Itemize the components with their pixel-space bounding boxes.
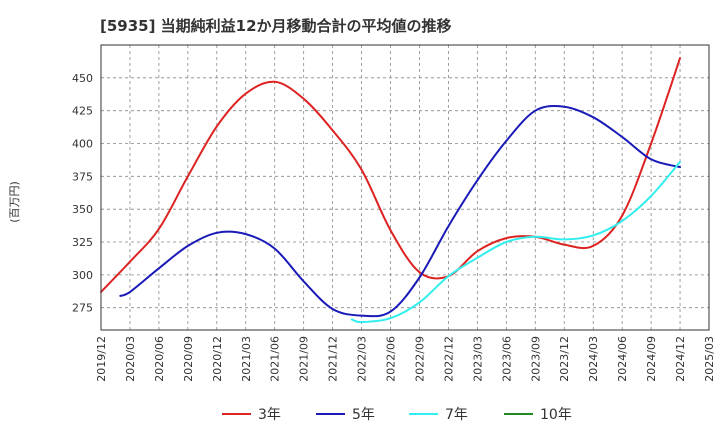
x-tick-label: 2023/12 xyxy=(558,336,571,382)
y-tick-labels: 275 300 325 350 375 400 425 450 xyxy=(72,72,93,315)
x-tick-label: 2022/06 xyxy=(385,336,398,382)
x-tick-label: 2022/09 xyxy=(413,336,426,382)
y-tick-label: 300 xyxy=(72,269,93,282)
series-layer xyxy=(100,57,681,324)
y-tick-label: 375 xyxy=(72,170,93,183)
x-tick-label: 2020/03 xyxy=(124,336,137,382)
x-tick-label: 2024/06 xyxy=(616,336,629,382)
legend-label-2: 7年 xyxy=(445,407,468,423)
series-line-0 xyxy=(100,57,681,293)
y-tick-label: 350 xyxy=(72,203,93,216)
y-tick-label: 325 xyxy=(72,236,93,249)
x-tick-label: 2024/12 xyxy=(674,336,687,382)
x-tick-label: 2021/09 xyxy=(298,336,311,382)
series-line-2 xyxy=(350,160,681,324)
y-tick-label: 425 xyxy=(72,105,93,118)
x-tick-label: 2022/03 xyxy=(356,336,369,382)
x-tick-label: 2024/09 xyxy=(645,336,658,382)
y-axis-label: (百万円) xyxy=(8,181,21,223)
legend-label-3: 10年 xyxy=(540,407,572,423)
x-tick-label: 2023/03 xyxy=(471,336,484,382)
series-line-1 xyxy=(119,104,681,318)
x-tick-label: 2020/06 xyxy=(153,336,166,382)
y-tick-label: 400 xyxy=(72,138,93,151)
x-tick-label: 2022/12 xyxy=(442,336,455,382)
x-tick-label: 2021/03 xyxy=(240,336,253,382)
legend-label-1: 5年 xyxy=(352,407,375,423)
x-tick-labels: 2019/12 2020/03 2020/06 2020/09 2020/12 2021/… xyxy=(95,336,716,382)
x-tick-label: 2021/12 xyxy=(327,336,340,382)
x-tick-label: 2020/09 xyxy=(182,336,195,382)
chart-title: [5935] 当期純利益12か月移動合計の平均値の推移 xyxy=(100,17,452,35)
plot-frame xyxy=(100,44,710,331)
x-tick-label: 2025/03 xyxy=(703,336,716,382)
x-tick-label: 2019/12 xyxy=(95,336,108,382)
y-tick-label: 450 xyxy=(72,72,93,85)
grid-layer xyxy=(100,45,710,330)
x-tick-label: 2020/12 xyxy=(211,336,224,382)
x-tick-label: 2023/09 xyxy=(529,336,542,382)
plot-area xyxy=(101,45,709,330)
legend-label-0: 3年 xyxy=(258,407,281,423)
x-tick-label: 2023/06 xyxy=(500,336,513,382)
legend: 3年 5年 7年 10年 xyxy=(222,407,572,423)
y-tick-label: 275 xyxy=(72,302,93,315)
x-tick-label: 2024/03 xyxy=(587,336,600,382)
x-tick-label: 2021/06 xyxy=(269,336,282,382)
